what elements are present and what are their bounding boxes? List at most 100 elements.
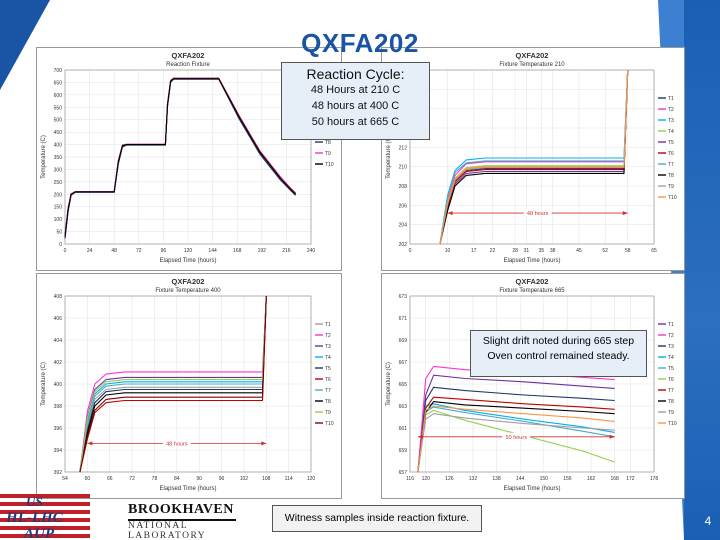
- annotation-label: 48 hours: [527, 211, 549, 217]
- legend-entry-t7: T7: [325, 388, 331, 394]
- x-tick-label: 102: [240, 476, 249, 482]
- x-axis-label: Elapsed Time (hours): [159, 486, 216, 492]
- y-tick-label: 659: [399, 448, 408, 454]
- legend-entry-t10: T10: [668, 421, 677, 427]
- x-tick-label: 10: [445, 248, 451, 254]
- series-line-t7: [417, 396, 615, 473]
- annotation-label-bg: [523, 209, 552, 217]
- chart-panel-temp-665: QXFA202 Fixture Temperature 665 657 659 661 6…: [381, 273, 685, 499]
- x-tick-label: 120: [422, 476, 431, 482]
- x-tick-label: 156: [563, 476, 572, 482]
- witness-note-box: Witness samples inside reaction fixture.: [272, 505, 482, 532]
- legend-entry-t2: T2: [325, 333, 331, 339]
- legend-entry-t6: T6: [668, 377, 674, 383]
- legend-entry-t9: T9: [668, 410, 674, 416]
- y-tick-label: 400: [54, 143, 63, 149]
- y-tick-label: 663: [399, 404, 408, 410]
- legend-entry-t1: T1: [325, 322, 331, 328]
- annotation-label-bg: [162, 439, 191, 447]
- x-tick-label: 72: [136, 248, 142, 254]
- series-line-t9: [439, 69, 629, 245]
- y-tick-label: 673: [399, 294, 408, 300]
- series-line-t1: [439, 69, 629, 245]
- chart-subtitle: Fixture Temperature 210: [499, 62, 565, 68]
- x-tick-label: 126: [445, 476, 454, 482]
- x-tick-label: 66: [107, 476, 113, 482]
- series-line-t8: [439, 69, 629, 245]
- x-tick-label: 65: [651, 248, 657, 254]
- x-tick-label: 96: [219, 476, 225, 482]
- reaction-cycle-line: 48 Hours at 210 C: [310, 84, 401, 96]
- x-tick-label: 52: [602, 248, 608, 254]
- legend-entry-t10: T10: [325, 421, 334, 427]
- x-tick-label: 28: [512, 248, 518, 254]
- brookhaven-logo: BROOKHAVEN NATIONAL LABORATORY: [128, 502, 248, 540]
- series-line-t10: [64, 78, 296, 237]
- chart-subtitle: Fixture Temperature 400: [155, 288, 221, 294]
- y-axis-label: Temperature (C): [386, 135, 392, 179]
- series-line-t7: [439, 69, 629, 245]
- x-tick-label: 116: [406, 476, 414, 482]
- chart-subtitle: Reaction Fixture: [166, 62, 210, 68]
- witness-note-text: Witness samples inside reaction fixture.: [284, 512, 470, 524]
- chart-title: QXFA202: [516, 277, 549, 286]
- x-tick-label: 168: [610, 476, 619, 482]
- reaction-cycle-line: 48 hours at 400 C: [311, 100, 400, 112]
- y-tick-label: 398: [54, 404, 63, 410]
- y-tick-label: 408: [54, 294, 63, 300]
- annotation-label-bg: [502, 432, 531, 440]
- legend-entry-t3: T3: [668, 344, 674, 350]
- legend-entry-t10: T10: [325, 162, 334, 168]
- legend-entry-t10: T10: [668, 195, 677, 201]
- x-tick-label: 0: [409, 248, 412, 254]
- x-tick-label: 162: [587, 476, 596, 482]
- legend-entry-t9: T9: [668, 184, 674, 190]
- x-tick-label: 90: [196, 476, 202, 482]
- drift-note-line: Slight drift noted during 665 step: [482, 335, 635, 347]
- x-tick-label: 144: [208, 248, 217, 254]
- series-line-t3: [417, 386, 615, 473]
- legend-entry-t5: T5: [668, 140, 674, 146]
- y-tick-label: 394: [54, 448, 63, 454]
- series-line-t9: [417, 413, 615, 473]
- y-tick-label: 208: [399, 184, 408, 190]
- y-tick-label: 404: [54, 338, 63, 344]
- y-tick-label: 200: [54, 192, 63, 198]
- x-tick-label: 132: [469, 476, 478, 482]
- annotation-arrowhead-left: [417, 434, 423, 439]
- series-line-t3: [439, 69, 629, 245]
- chart-temp-665: QXFA202 Fixture Temperature 665 657 659 661 6…: [386, 277, 677, 492]
- legend-entry-t4: T4: [668, 129, 674, 135]
- y-axis-label: Temperature (C): [41, 362, 47, 406]
- legend-entry-t1: T1: [668, 322, 674, 328]
- y-tick-label: 669: [399, 338, 408, 344]
- y-tick-label: 661: [399, 426, 408, 432]
- x-tick-label: 78: [152, 476, 158, 482]
- x-tick-label: 72: [129, 476, 135, 482]
- x-tick-label: 192: [258, 248, 267, 254]
- logo-stripes: [0, 494, 90, 538]
- x-tick-label: 84: [174, 476, 180, 482]
- legend-entry-t8: T8: [668, 173, 674, 179]
- series-line-t5: [64, 78, 296, 238]
- slide-date: March 14, 2019: [588, 514, 672, 528]
- y-tick-label: 406: [54, 316, 63, 322]
- logo-us-text: US: [26, 494, 43, 509]
- x-tick-label: 17: [471, 248, 477, 254]
- legend-entry-t3: T3: [668, 118, 674, 124]
- x-tick-label: 150: [540, 476, 549, 482]
- series-line-t7: [64, 78, 296, 238]
- chart-subtitle: Fixture Temperature 665: [499, 288, 565, 294]
- y-tick-label: 500: [54, 118, 63, 124]
- plot-frame: [64, 295, 312, 473]
- legend-entry-t8: T8: [668, 399, 674, 405]
- brookhaven-subtitle: NATIONAL LABORATORY: [128, 521, 207, 540]
- x-tick-label: 216: [282, 248, 291, 254]
- x-tick-label: 114: [285, 476, 293, 482]
- legend-entry-t3: T3: [325, 344, 331, 350]
- plot-frame: [409, 69, 655, 245]
- series-line-t2: [417, 365, 615, 473]
- y-tick-label: 700: [54, 68, 63, 74]
- annotation-label: 48 hours: [166, 441, 188, 447]
- plot-frame: [64, 69, 312, 245]
